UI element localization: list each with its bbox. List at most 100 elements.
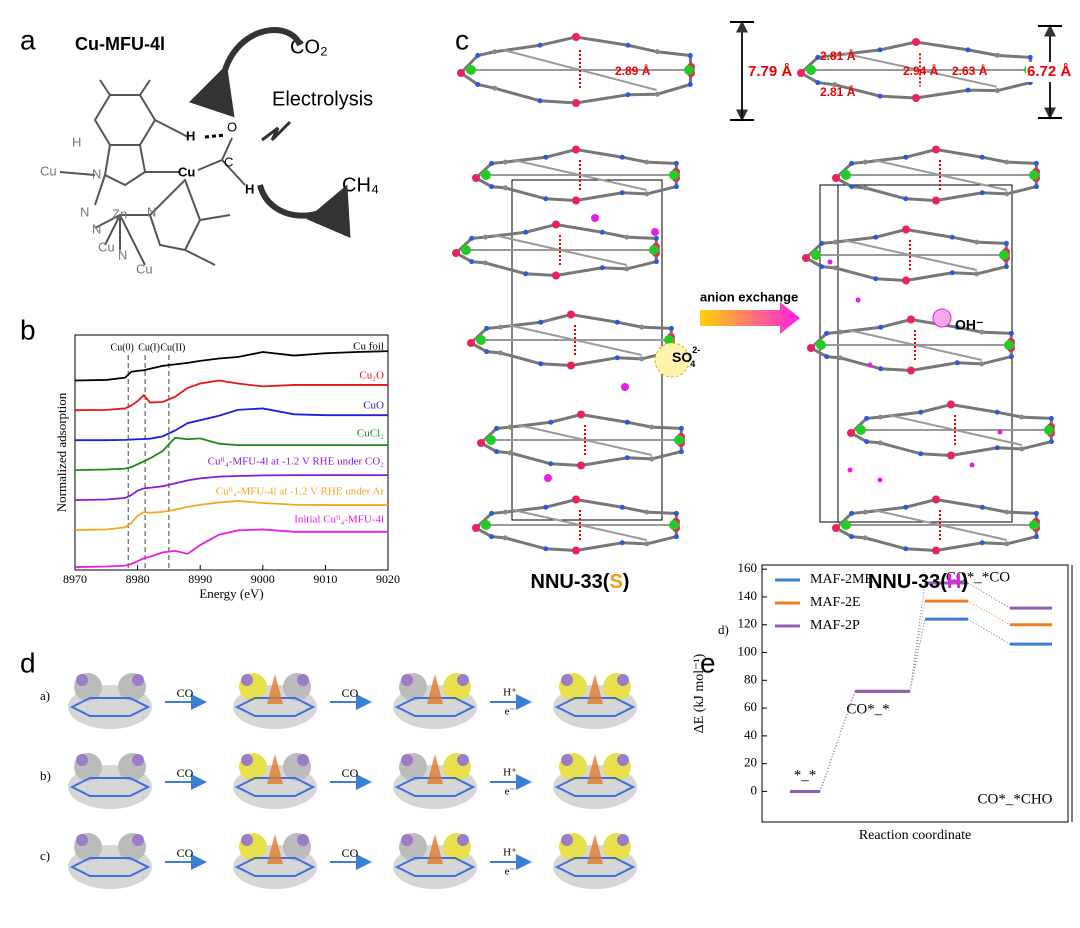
distance: 2.63 Å [952,63,988,78]
atom [452,249,460,257]
atom [484,349,490,355]
atom [469,259,475,265]
y-tick-label: 140 [738,588,758,603]
atom [832,239,838,245]
mol-wedge [587,674,603,704]
atom [802,254,810,262]
molecule [233,673,317,729]
framework-bonds [840,159,1040,191]
atom [979,540,985,546]
x-tick-label: 8990 [188,572,212,586]
atom [1004,509,1010,515]
atom [669,520,679,530]
legend-label: MAF-2P [810,618,860,633]
atom [523,229,529,235]
atom [856,425,866,435]
atom [862,509,868,515]
series-label: Cuᴵᴵ₄-MFU-4l at -1.2 V RHE under CO₂ [208,456,385,468]
y-axis-title: ΔE (kJ mol⁻¹) [692,653,707,733]
x-tick-label: 9020 [376,572,400,586]
atom [489,184,495,190]
atom [639,356,645,362]
atom [932,495,940,504]
atom [476,335,486,345]
framework-bonds [475,324,675,356]
mol-atom [401,674,413,686]
mol-wedge [267,754,283,784]
atom [918,451,924,457]
legend-label: MAF-2E [810,595,861,610]
atom [673,160,679,166]
atom: N [92,221,101,236]
atom [1029,170,1039,180]
framework-bonds [485,424,685,456]
atom [687,53,693,59]
mol-ring [554,697,636,717]
atom: Zn [112,206,127,221]
mol-atom [132,674,144,686]
atom [654,91,660,97]
atom [649,456,655,462]
atom [599,265,605,271]
exchange-arrow [700,302,800,334]
atom [548,419,554,425]
x-axis-title: Reaction coordinate [859,828,971,843]
atom [816,340,826,350]
mol-atom [561,674,573,686]
atom [489,510,495,516]
x-axis-title: Energy (eV) [199,586,263,601]
atom [475,81,481,87]
connector [909,601,926,692]
stray-label: d) [718,622,729,637]
mol-atom [241,834,253,846]
product: CH₄ [342,174,379,196]
atom [472,524,480,532]
mol-atom [561,754,573,766]
spectrum [74,379,388,412]
anion [544,474,552,482]
series-label: CuCl₂ [357,428,384,440]
atom [538,361,544,367]
framework [847,400,1055,460]
atom [864,439,870,445]
framework-bonds [798,40,1033,100]
atom [572,196,580,205]
molecule [68,753,152,809]
atom [832,174,840,182]
atom [954,360,960,366]
atom [877,47,883,53]
anion [969,462,975,468]
anion [867,362,873,368]
atom [572,495,580,504]
state-label: *_* [794,767,817,783]
atom [912,38,920,46]
atom [864,415,870,421]
atom [543,546,549,552]
atom [1048,415,1054,421]
atom [1003,240,1009,246]
atom [502,535,508,541]
atom [543,154,549,160]
framework-bonds [480,159,680,191]
atom [1029,520,1039,530]
atom [832,524,840,532]
atom [649,424,655,430]
state-label: CO*_*CO [946,569,1010,585]
framework [807,315,1015,375]
distance: 2.89 Å [615,63,651,78]
step-label: H⁺ [503,767,517,779]
name-code: H [947,571,961,593]
atom [815,54,821,60]
framework [832,145,1040,205]
spectrum [74,474,388,501]
spectrum [74,436,388,472]
atom [902,276,910,285]
atom [653,235,659,241]
mol-atom [297,834,309,846]
connector [967,582,1011,609]
atom [824,330,830,336]
atom [815,80,821,86]
atom [644,541,650,547]
atom [467,339,475,347]
atom [687,81,693,87]
